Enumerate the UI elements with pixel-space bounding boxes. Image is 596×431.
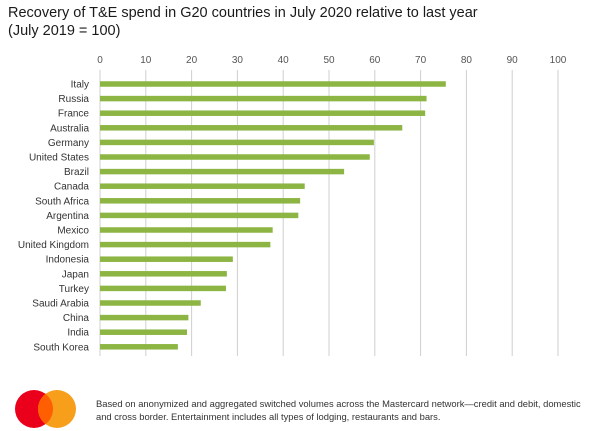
category-label: China	[63, 313, 90, 324]
category-label: France	[58, 109, 90, 120]
chart-title: Recovery of T&E spend in G20 countries i…	[8, 5, 478, 21]
x-tick-label: 40	[278, 55, 290, 66]
bar	[100, 329, 188, 335]
bar	[100, 154, 370, 160]
bar	[100, 344, 178, 350]
category-label: Germany	[48, 138, 89, 149]
category-label: Japan	[62, 269, 89, 280]
bar	[100, 285, 226, 292]
bar	[100, 271, 227, 277]
bar	[100, 314, 189, 321]
bar	[100, 168, 345, 175]
category-label: Argentina	[46, 211, 89, 222]
bar-chart: 0 10 20 30 40 50 60 70 80 90 100 Italy Russia France A…	[18, 55, 567, 356]
x-tick-label: 60	[369, 55, 381, 66]
bar	[100, 125, 403, 131]
bar	[100, 139, 374, 146]
bar	[100, 241, 271, 248]
bar	[100, 256, 233, 262]
category-label: Canada	[54, 182, 89, 193]
x-tick-label: 80	[461, 55, 473, 66]
category-label: Brazil	[64, 167, 89, 178]
category-label: Australia	[50, 123, 89, 134]
category-label: India	[67, 328, 89, 339]
x-tick-label: 0	[97, 55, 103, 66]
category-label: United States	[29, 153, 89, 164]
category-label: Russia	[58, 94, 89, 105]
x-tick-label: 90	[507, 55, 519, 66]
logo-overlap	[38, 393, 53, 425]
category-label: Indonesia	[46, 255, 90, 266]
bar	[100, 212, 299, 219]
category-label: Turkey	[59, 284, 89, 295]
bar	[100, 227, 273, 233]
x-tick-label: 10	[140, 55, 152, 66]
chart-subtitle: (July 2019 = 100)	[8, 23, 121, 39]
category-label: Italy	[71, 80, 89, 91]
category-label: Mexico	[57, 226, 89, 237]
x-tick-label: 50	[323, 55, 335, 66]
mastercard-logo	[15, 390, 76, 428]
bar	[100, 81, 446, 87]
bar	[100, 300, 201, 306]
bar	[100, 95, 427, 102]
category-label: United Kingdom	[18, 240, 89, 251]
x-tick-label: 20	[186, 55, 198, 66]
category-label: Saudi Arabia	[32, 299, 89, 310]
bar	[100, 110, 426, 116]
category-label: South Korea	[33, 342, 89, 353]
category-label: South Africa	[35, 196, 89, 207]
bar	[100, 198, 301, 204]
footnote: Based on anonymized and aggregated switc…	[96, 398, 581, 422]
x-tick-label: 70	[415, 55, 427, 66]
bar	[100, 183, 305, 189]
x-tick-label: 30	[232, 55, 244, 66]
x-tick-label: 100	[550, 55, 567, 66]
